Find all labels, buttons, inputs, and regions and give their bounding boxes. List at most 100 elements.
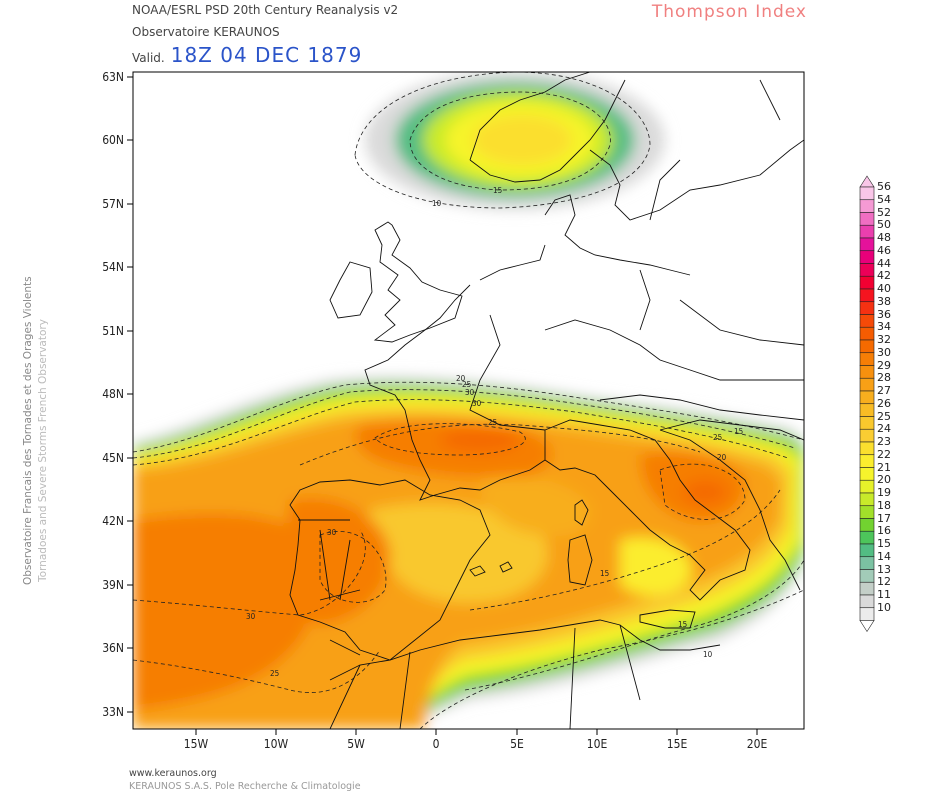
colorbar-label: 28 [877, 371, 891, 385]
contour-label: 25 [270, 669, 279, 678]
contour-label: 20 [456, 374, 466, 383]
contour-label: 15 [678, 620, 687, 629]
colorbar-swatch [859, 212, 875, 226]
lon-label: 15E [667, 737, 688, 751]
colorbar [859, 175, 875, 633]
lon-label: 5E [510, 737, 524, 751]
colorbar-label: 15 [877, 537, 891, 550]
lat-label: 57N [102, 197, 124, 211]
lat-label: 60N [102, 133, 124, 147]
colorbar-swatch [859, 186, 875, 201]
colorbar-label: 22 [877, 447, 891, 461]
footer-url: www.keraunos.org [129, 768, 217, 779]
colorbar-swatch [859, 326, 875, 341]
contour-label: 25 [462, 380, 471, 389]
colorbar-label: 13 [877, 562, 891, 576]
colorbar-label: 46 [877, 243, 891, 257]
contour-label-group: 10 15 20 25 30 30 25 25 20 15 10 15 15 3… [246, 186, 743, 678]
colorbar-label: 54 [877, 192, 891, 206]
colorbar-label: 34 [877, 320, 891, 334]
colorbar-label: 12 [877, 575, 891, 589]
colorbar-swatch [859, 518, 875, 532]
contour-label: 25 [713, 433, 722, 442]
lat-label: 48N [102, 387, 124, 401]
lon-label: 5W [347, 737, 365, 751]
contour-label: 30 [327, 528, 337, 537]
colorbar-label: 17 [877, 511, 891, 525]
colorbar-label: 23 [877, 435, 891, 448]
colorbar-label: 38 [877, 294, 891, 308]
colorbar-label: 10 [877, 600, 891, 614]
colorbar-label: 25 [877, 409, 891, 423]
colorbar-swatch [859, 543, 875, 558]
colorbar-swatch [859, 199, 875, 213]
colorbar-swatch [859, 492, 875, 507]
lat-label: 33N [102, 705, 124, 719]
colorbar-swatch [859, 416, 875, 430]
valid-date: 18Z 04 DEC 1879 [170, 43, 363, 67]
colorbar-label: 27 [877, 384, 891, 397]
lon-label: 20E [747, 737, 768, 751]
colorbar-label: 26 [877, 396, 891, 410]
colorbar-label: 16 [877, 524, 891, 538]
lon-label: 0 [433, 737, 440, 751]
colorbar-label: 19 [877, 486, 891, 499]
colorbar-swatch [859, 569, 875, 583]
lat-label: 45N [102, 451, 124, 465]
contour-label: 15 [493, 186, 502, 195]
contour-label: 10 [703, 650, 713, 659]
valid-time: Valid. 18Z 04 DEC 1879 [132, 43, 362, 67]
lat-label: 42N [102, 514, 124, 528]
colorbar-label: 18 [877, 498, 891, 512]
index-title: Thompson Index [651, 2, 807, 22]
colorbar-swatch [859, 314, 875, 328]
colorbar-swatch [859, 594, 875, 609]
dataset-title: NOAA/ESRL PSD 20th Century Reanalysis v2 [132, 3, 399, 17]
colorbar-label: 42 [877, 269, 891, 283]
contour-label: 10 [432, 199, 442, 208]
contour-label: 25 [488, 418, 497, 427]
colorbar-label: 40 [877, 282, 891, 295]
lat-label: 36N [102, 641, 124, 655]
valid-prefix: Valid. [132, 51, 165, 65]
contour-label: 30 [472, 399, 482, 408]
colorbar-swatch [859, 403, 875, 417]
colorbar-label: 21 [877, 460, 891, 474]
colorbar-swatch [859, 250, 875, 264]
colorbar-label: 30 [877, 345, 891, 359]
colorbar-swatch [859, 505, 875, 519]
colorbar-label: 32 [877, 333, 891, 346]
lon-label: 10W [264, 737, 289, 751]
colorbar-label: 24 [877, 422, 891, 436]
colorbar-swatch [859, 237, 875, 252]
colorbar-swatch [859, 454, 875, 468]
colorbar-swatch [859, 441, 875, 456]
contour-label: 15 [734, 427, 743, 436]
colorbar-top-arrow [859, 175, 875, 188]
contour-label: 20 [717, 453, 727, 462]
colorbar-swatch [859, 224, 875, 239]
colorbar-swatch [859, 556, 875, 570]
contour-label: 15 [600, 569, 609, 578]
colorbar-label: 29 [877, 358, 891, 372]
colorbar-label: 36 [877, 307, 891, 321]
colorbar-swatch [859, 339, 875, 354]
lon-label: 10E [587, 737, 608, 751]
colorbar-label: 56 [877, 180, 891, 193]
lat-label: 54N [102, 260, 124, 274]
colorbar-swatch [859, 428, 875, 443]
map-frame [132, 71, 805, 730]
footer-company: KERAUNOS S.A.S. Pole Recherche & Climato… [129, 781, 361, 792]
colorbar-swatch [859, 581, 875, 596]
index-field: 10 15 20 25 30 30 25 25 20 15 10 15 15 3… [133, 72, 804, 729]
lat-label: 39N [102, 578, 124, 592]
colorbar-swatch [859, 301, 875, 315]
colorbar-swatch [859, 365, 875, 379]
colorbar-swatch [859, 390, 875, 405]
colorbar-swatch [859, 288, 875, 303]
contour-lines [133, 72, 804, 729]
colorbar-bottom-arrow [859, 620, 875, 633]
colorbar-label: 11 [877, 588, 891, 601]
coastlines [289, 72, 804, 729]
